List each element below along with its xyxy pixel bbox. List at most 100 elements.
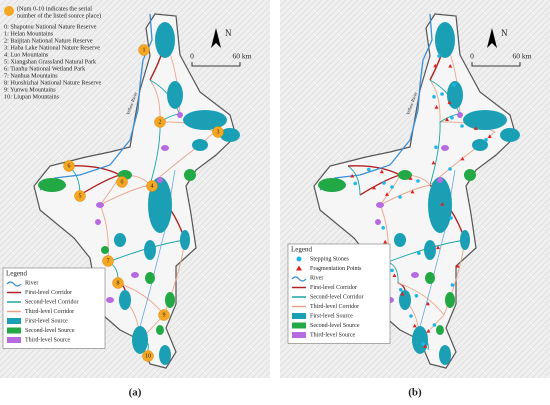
legend-label: First-level Corridor bbox=[25, 290, 72, 296]
legend-label: River bbox=[310, 275, 323, 281]
source-marker bbox=[102, 255, 114, 267]
fragmentation-point bbox=[385, 192, 389, 196]
stepping-stone bbox=[409, 314, 413, 318]
legend-symbol bbox=[7, 337, 21, 343]
legend-label: Fragmentation Points bbox=[310, 266, 362, 272]
fragmentation-point bbox=[400, 291, 405, 296]
source-marker-label: 5 bbox=[79, 194, 82, 200]
stepping-stone bbox=[448, 167, 452, 171]
legend-symbol bbox=[6, 281, 22, 287]
first-level-source bbox=[428, 177, 452, 233]
third-level-source bbox=[177, 112, 183, 118]
note-text: (Num 0-10 indicates the serial bbox=[17, 5, 92, 12]
fragmentation-point bbox=[383, 239, 388, 244]
first-level-source bbox=[399, 290, 411, 310]
legend-label: Stepping Stones bbox=[310, 256, 350, 262]
fragmentation-point bbox=[408, 176, 413, 180]
first-level-source bbox=[167, 81, 183, 109]
north-arrow bbox=[211, 28, 221, 48]
note-marker bbox=[4, 6, 14, 16]
source-item: 5: Xiangshan Grassland Natural Park bbox=[4, 58, 97, 65]
source-item: 3: Haba Lake National Nature Reserve bbox=[4, 44, 100, 51]
stepping-stone bbox=[417, 251, 421, 255]
legend-label: First-level Source bbox=[25, 318, 68, 324]
third-level-source bbox=[106, 297, 114, 303]
fragmentation-point bbox=[425, 301, 430, 306]
first-level-source bbox=[220, 128, 240, 142]
first-level-source bbox=[435, 22, 455, 58]
legend-symbol bbox=[292, 322, 306, 329]
fragmentation-point bbox=[433, 63, 438, 68]
fragmentation-point bbox=[448, 63, 453, 68]
fragmentation-point bbox=[436, 245, 441, 250]
legend-label: Third-level Source bbox=[310, 332, 355, 338]
fragmentation-point bbox=[372, 185, 376, 190]
third-level-source bbox=[95, 219, 101, 225]
second-level-source bbox=[398, 170, 412, 180]
third-level-source bbox=[161, 145, 169, 151]
scale-label: 0 bbox=[190, 52, 194, 61]
legend-label: River bbox=[25, 280, 38, 286]
corridor bbox=[429, 79, 441, 123]
first-level-source bbox=[132, 326, 148, 354]
source-item: 10: Liupan Mountains bbox=[4, 93, 60, 100]
source-marker bbox=[212, 126, 224, 138]
first-level-source bbox=[500, 128, 520, 142]
scale-label: 60 km bbox=[513, 52, 532, 61]
legend-label: Second-level Source bbox=[310, 323, 360, 329]
third-level-source bbox=[131, 272, 139, 278]
first-level-source bbox=[180, 230, 190, 250]
stepping-stone bbox=[416, 179, 420, 183]
source-item: 7: Nanhua Mountains bbox=[4, 72, 58, 79]
source-item: 8: Huoshizhai National Nature Reserve bbox=[4, 79, 102, 86]
second-level-source bbox=[184, 169, 196, 181]
source-item: 0: Shapotou National Nature Reserve bbox=[4, 23, 97, 30]
stepping-stone bbox=[460, 124, 464, 128]
corridor bbox=[397, 282, 445, 316]
legend-label: Second-level Corridor bbox=[25, 299, 78, 305]
third-level-source bbox=[375, 219, 381, 225]
legend-label: Second-level Corridor bbox=[310, 294, 363, 300]
north-label: N bbox=[225, 28, 232, 38]
first-level-source bbox=[155, 22, 175, 58]
source-item: 6: Tianhu National Wetland Park bbox=[4, 65, 86, 72]
note-text: number of the listed source place) bbox=[17, 12, 101, 19]
source-marker bbox=[146, 180, 158, 192]
first-level-source bbox=[119, 290, 131, 310]
source-item: 9: Yunwu Mountains bbox=[4, 86, 56, 93]
stepping-stone bbox=[390, 185, 394, 189]
first-level-source bbox=[394, 233, 406, 247]
fragmentation-point bbox=[487, 134, 492, 138]
source-marker bbox=[63, 160, 75, 172]
fragmentation-point bbox=[440, 201, 445, 206]
source-marker bbox=[158, 309, 170, 321]
fragmentation-point bbox=[423, 344, 428, 348]
source-marker bbox=[138, 44, 150, 56]
source-marker-label: 1 bbox=[143, 48, 146, 54]
source-marker-label: 9 bbox=[163, 313, 166, 319]
first-level-source bbox=[460, 230, 470, 250]
fragmentation-point bbox=[412, 323, 417, 328]
fragmentation-point bbox=[473, 126, 478, 130]
north-arrow bbox=[487, 28, 497, 48]
fragmentation-point bbox=[434, 105, 439, 109]
corridor bbox=[429, 121, 441, 186]
source-marker-label: 0 bbox=[121, 180, 124, 186]
stepping-stone bbox=[434, 145, 438, 149]
stepping-stone bbox=[382, 181, 386, 185]
source-marker bbox=[142, 350, 154, 362]
caption: (b) bbox=[408, 387, 422, 399]
fragmentation-point bbox=[392, 273, 397, 278]
region-outline bbox=[313, 13, 517, 369]
scale-bar bbox=[191, 62, 241, 67]
first-level-source bbox=[472, 139, 488, 151]
source-item: 2: Baijitan National Nature Reserve bbox=[4, 37, 93, 44]
source-item: 4: Luo Mountains bbox=[4, 51, 49, 58]
river bbox=[319, 13, 433, 191]
stepping-stone bbox=[381, 226, 385, 230]
source-marker-label: 4 bbox=[151, 184, 154, 190]
corridor bbox=[347, 165, 361, 196]
